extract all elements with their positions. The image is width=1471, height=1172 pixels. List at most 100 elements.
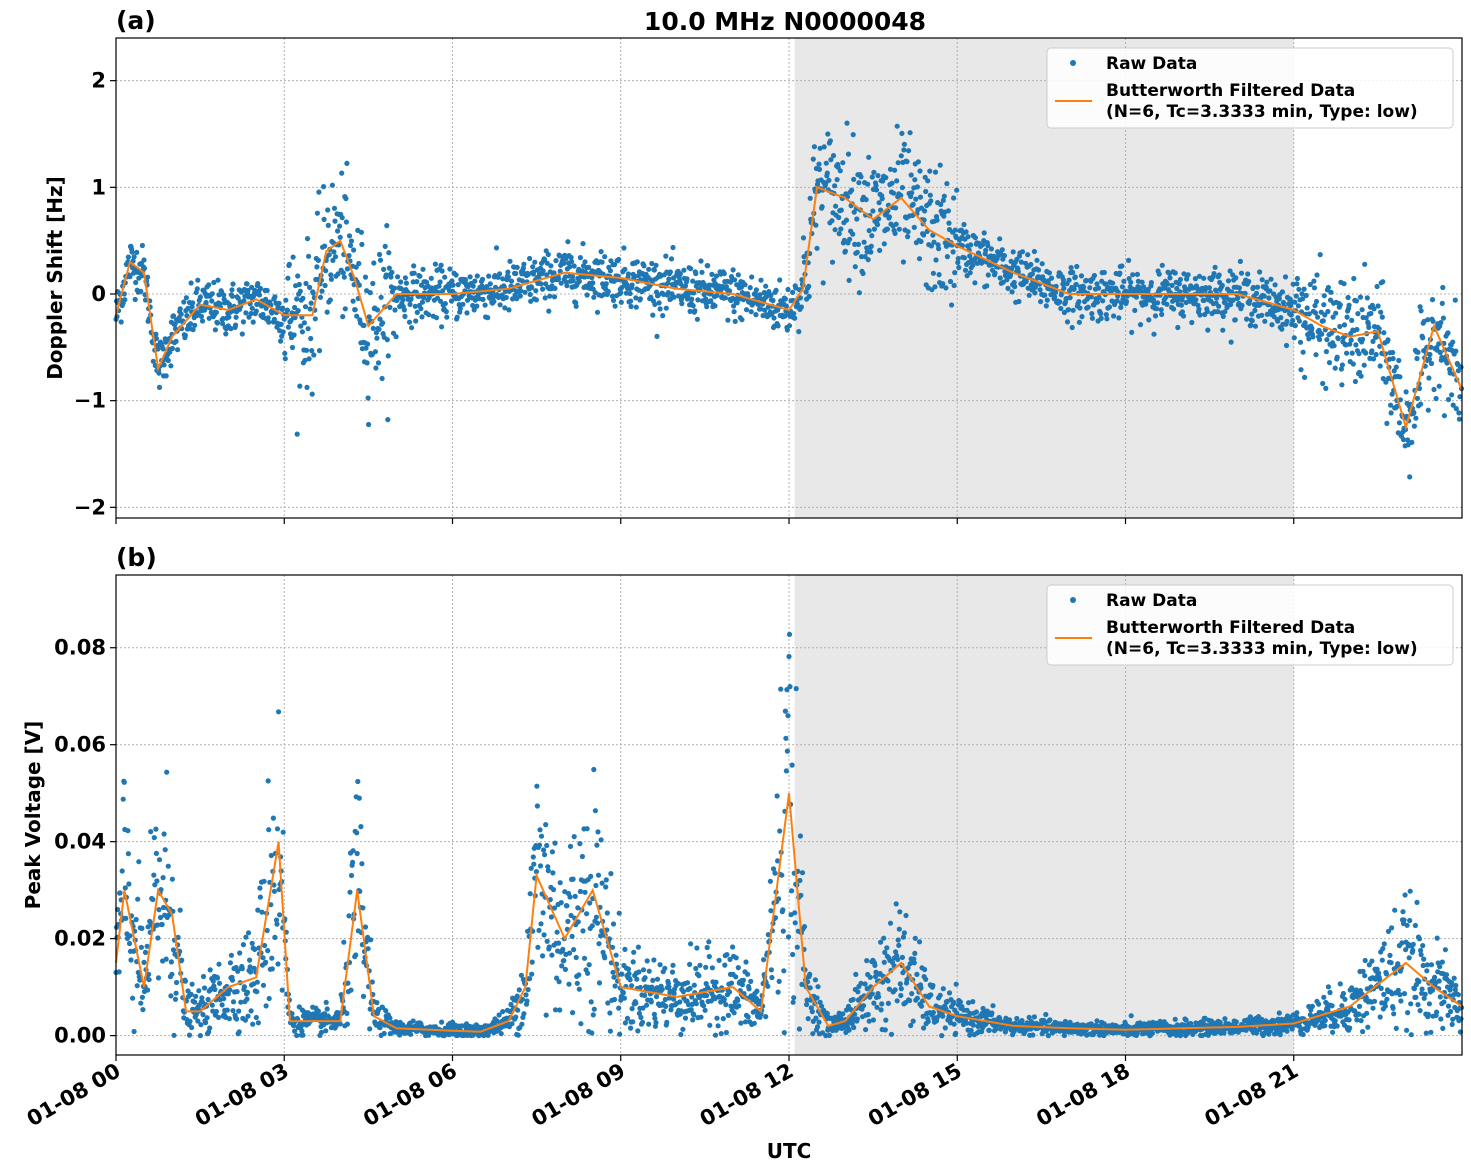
raw-data-point bbox=[1174, 285, 1180, 292]
raw-data-point bbox=[595, 872, 602, 878]
raw-data-point bbox=[1117, 270, 1123, 276]
raw-data-point bbox=[442, 301, 448, 307]
raw-data-point bbox=[916, 256, 923, 262]
raw-data-point bbox=[540, 953, 546, 959]
raw-data-point bbox=[687, 985, 693, 992]
raw-data-point bbox=[534, 803, 541, 809]
raw-data-point bbox=[206, 282, 212, 288]
raw-data-point bbox=[1428, 360, 1435, 367]
raw-data-point bbox=[243, 310, 249, 316]
raw-data-point bbox=[855, 989, 861, 995]
raw-data-point bbox=[370, 325, 376, 331]
raw-data-point bbox=[770, 297, 776, 304]
raw-data-point bbox=[657, 306, 663, 312]
raw-data-point bbox=[584, 292, 590, 298]
raw-data-point bbox=[1300, 1031, 1306, 1038]
raw-data-point bbox=[912, 935, 918, 941]
raw-data-point bbox=[1320, 380, 1326, 387]
raw-data-point bbox=[997, 1016, 1003, 1022]
raw-data-point bbox=[122, 297, 128, 303]
raw-data-point bbox=[248, 969, 254, 975]
raw-data-point bbox=[345, 980, 351, 986]
raw-data-point bbox=[860, 270, 866, 277]
raw-data-point bbox=[374, 1000, 380, 1006]
raw-data-point bbox=[339, 215, 345, 221]
raw-data-point bbox=[918, 238, 924, 245]
raw-data-point bbox=[157, 914, 164, 921]
raw-data-point bbox=[306, 253, 312, 259]
raw-data-point bbox=[480, 296, 486, 302]
raw-data-point bbox=[1071, 286, 1077, 292]
raw-data-point bbox=[1164, 301, 1170, 307]
raw-data-point bbox=[594, 920, 601, 926]
raw-data-point bbox=[372, 349, 378, 355]
raw-data-point bbox=[939, 1033, 945, 1039]
legend-filtered-params: (N=6, Tc=3.3333 min, Type: low) bbox=[1106, 102, 1418, 122]
raw-data-point bbox=[264, 927, 270, 934]
raw-data-point bbox=[363, 345, 369, 351]
raw-data-point bbox=[1061, 285, 1067, 291]
raw-data-point bbox=[1324, 337, 1330, 343]
raw-data-point bbox=[893, 901, 899, 907]
raw-data-point bbox=[1011, 279, 1017, 286]
raw-data-point bbox=[1374, 283, 1380, 290]
raw-data-point bbox=[908, 1022, 914, 1029]
raw-data-point bbox=[693, 965, 699, 972]
raw-data-point bbox=[1346, 302, 1352, 308]
raw-data-point bbox=[127, 274, 133, 280]
raw-data-point bbox=[1079, 314, 1085, 320]
raw-data-point bbox=[936, 272, 942, 278]
raw-data-point bbox=[1067, 295, 1073, 301]
raw-data-point bbox=[442, 274, 448, 280]
raw-data-point bbox=[121, 779, 127, 785]
raw-data-point bbox=[133, 279, 139, 286]
raw-data-point bbox=[865, 257, 871, 263]
raw-data-point bbox=[893, 205, 899, 211]
raw-data-point bbox=[138, 1000, 144, 1006]
raw-data-point bbox=[135, 896, 141, 902]
raw-data-point bbox=[337, 234, 343, 240]
raw-data-point bbox=[1175, 324, 1181, 331]
raw-data-point bbox=[742, 282, 748, 288]
raw-data-point bbox=[1228, 301, 1234, 308]
raw-data-point bbox=[720, 1016, 726, 1022]
raw-data-point bbox=[1035, 267, 1042, 273]
raw-data-point bbox=[735, 272, 741, 278]
raw-data-point bbox=[913, 196, 919, 202]
raw-data-point bbox=[1103, 281, 1109, 287]
raw-data-point bbox=[571, 263, 577, 269]
raw-data-point bbox=[204, 1015, 210, 1021]
raw-data-point bbox=[826, 1032, 833, 1038]
raw-data-point bbox=[791, 311, 797, 317]
raw-data-point bbox=[814, 245, 820, 251]
raw-data-point bbox=[521, 1011, 527, 1017]
raw-data-point bbox=[761, 957, 767, 963]
raw-data-point bbox=[341, 939, 347, 945]
raw-data-point bbox=[840, 160, 846, 166]
raw-data-point bbox=[790, 999, 796, 1005]
raw-data-point bbox=[542, 852, 548, 858]
raw-data-point bbox=[731, 1010, 737, 1016]
raw-data-point bbox=[964, 1007, 970, 1013]
raw-data-point bbox=[271, 316, 277, 322]
raw-data-point bbox=[1453, 406, 1459, 412]
raw-data-point bbox=[1321, 293, 1327, 299]
raw-data-point bbox=[392, 307, 398, 313]
raw-data-point bbox=[1290, 317, 1296, 324]
raw-data-point bbox=[343, 219, 349, 225]
raw-data-point bbox=[315, 1008, 321, 1014]
raw-data-point bbox=[968, 242, 974, 248]
raw-data-point bbox=[1369, 348, 1375, 354]
raw-data-point bbox=[384, 223, 390, 229]
raw-data-point bbox=[1128, 1013, 1134, 1019]
raw-data-point bbox=[297, 383, 303, 389]
raw-data-point bbox=[938, 201, 944, 208]
raw-data-point bbox=[377, 316, 383, 322]
raw-data-point bbox=[179, 957, 185, 963]
raw-data-point bbox=[789, 762, 795, 768]
raw-data-point bbox=[353, 264, 359, 270]
raw-data-point bbox=[343, 195, 349, 202]
raw-data-point bbox=[265, 948, 271, 954]
raw-data-point bbox=[568, 254, 574, 261]
raw-data-point bbox=[354, 850, 360, 857]
